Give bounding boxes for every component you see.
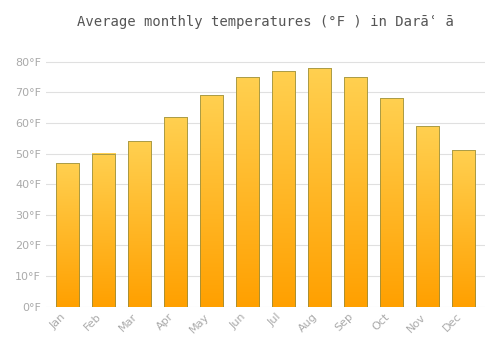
Bar (92, 154, 115, 307)
Bar (272, 71, 295, 307)
Bar (380, 98, 403, 307)
Bar (200, 95, 223, 307)
Bar (452, 150, 475, 307)
Bar (56, 163, 79, 307)
Bar (416, 126, 439, 307)
Bar (344, 77, 367, 307)
Title: Average monthly temperatures (°F ) in Darāʿ ā: Average monthly temperatures (°F ) in Da… (77, 15, 454, 29)
Bar (128, 141, 151, 307)
Bar (308, 68, 331, 307)
Bar (164, 117, 187, 307)
Bar (236, 77, 259, 307)
